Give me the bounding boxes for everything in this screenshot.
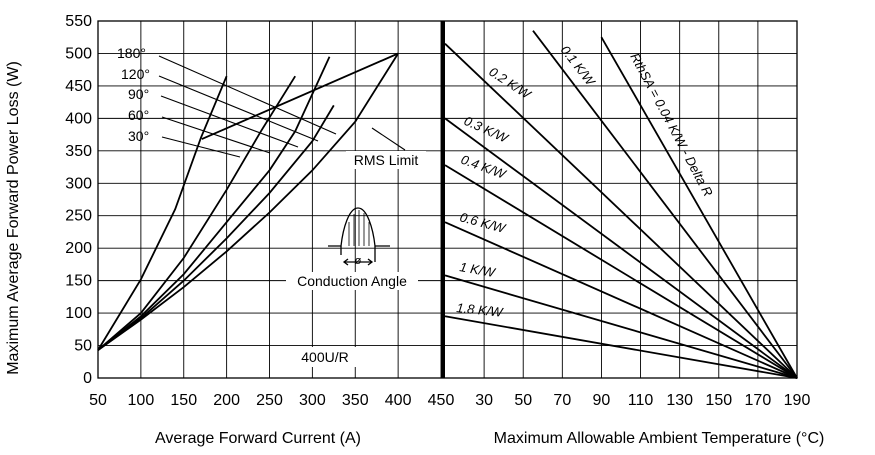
series-line-right xyxy=(600,36,798,379)
y-axis-title: Maximum Average Forward Power Loss (W) xyxy=(5,61,22,375)
x-tick-label: 300 xyxy=(299,392,326,409)
y-tick-label: 250 xyxy=(65,208,92,225)
x-tick-label: 450 xyxy=(428,392,455,409)
series-line-right xyxy=(532,30,798,379)
part-label-bg xyxy=(280,347,370,367)
y-tick-label: 500 xyxy=(65,45,92,62)
y-tick-label: 50 xyxy=(74,338,92,355)
x-tick-label: 190 xyxy=(784,392,811,409)
y-tick-label: 300 xyxy=(65,175,92,192)
series-line-right xyxy=(444,43,798,379)
series-line-right xyxy=(444,221,798,379)
rms-limit-label: RMS Limit xyxy=(354,152,419,168)
x-tick-label: 130 xyxy=(666,392,693,409)
curve-label-1: 1 K/W xyxy=(458,259,497,280)
x-tick-label: 200 xyxy=(213,392,240,409)
series-line-left xyxy=(97,53,399,351)
tick-labels: 0 50 100 150 200 250 300 350 400 450 500 550 50 100 15… xyxy=(65,13,810,409)
y-tick-label: 150 xyxy=(65,273,92,290)
y-tick-label: 200 xyxy=(65,240,92,257)
curve-label-180: 180° xyxy=(117,45,146,61)
x-tick-label: 50 xyxy=(89,392,107,409)
curve-label-60: 60° xyxy=(128,107,149,123)
part-number-label: 400U/R xyxy=(301,349,348,365)
x-tick-label: 100 xyxy=(128,392,155,409)
series-line-left xyxy=(97,75,228,351)
y-tick-label: 100 xyxy=(65,305,92,322)
y-tick-label: 550 xyxy=(65,13,92,30)
series-line-right xyxy=(444,274,798,379)
conduction-label-bg xyxy=(286,272,418,290)
x-tick-label: 150 xyxy=(170,392,197,409)
curve-label-90: 90° xyxy=(128,86,149,102)
conduction-angle-label: Conduction Angle xyxy=(297,273,407,289)
series-line-right xyxy=(444,164,798,379)
x-tick-label: 90 xyxy=(593,392,611,409)
plot-frame xyxy=(97,20,798,379)
x-tick-label: 50 xyxy=(514,392,532,409)
plot-frames xyxy=(97,20,798,379)
right-curve-labels: RthSA = 0.04 K/W - Delta R 0.1 K/W 0.2 K… xyxy=(456,43,716,320)
series-line-left xyxy=(201,52,399,140)
curve-label-0-1: 0.1 K/W xyxy=(558,43,599,90)
conduction-angle-waveform-icon xyxy=(328,207,390,266)
x-tick-label: 70 xyxy=(553,392,571,409)
x-tick-label: 170 xyxy=(745,392,772,409)
curve-label-120: 120° xyxy=(121,66,150,82)
x-tick-label: 250 xyxy=(256,392,283,409)
y-tick-label: 450 xyxy=(65,78,92,95)
curve-label-0-2: 0.2 K/W xyxy=(486,64,534,103)
phi-symbol: ø xyxy=(355,255,362,267)
x-axis-title-right: Maximum Allowable Ambient Temperature (°… xyxy=(494,430,825,447)
x-axis-title-left: Average Forward Current (A) xyxy=(155,430,361,447)
series-line-right xyxy=(444,315,798,379)
leader-lines xyxy=(158,55,406,158)
series-line-right xyxy=(444,117,798,379)
series-line-left xyxy=(97,104,335,351)
y-tick-label: 400 xyxy=(65,110,92,127)
y-tick-label: 0 xyxy=(83,370,92,387)
x-tick-label: 30 xyxy=(475,392,493,409)
right-panel-series xyxy=(444,30,798,379)
series-line-left xyxy=(97,75,296,351)
x-tick-label: 350 xyxy=(342,392,369,409)
x-tick-label: 400 xyxy=(385,392,412,409)
curve-label-1-8: 1.8 K/W xyxy=(456,300,505,320)
x-tick-label: 150 xyxy=(705,392,732,409)
x-tick-label: 110 xyxy=(628,392,654,409)
curve-label-30: 30° xyxy=(128,128,149,144)
rms-label-bg xyxy=(346,151,426,169)
y-tick-label: 350 xyxy=(65,143,92,160)
